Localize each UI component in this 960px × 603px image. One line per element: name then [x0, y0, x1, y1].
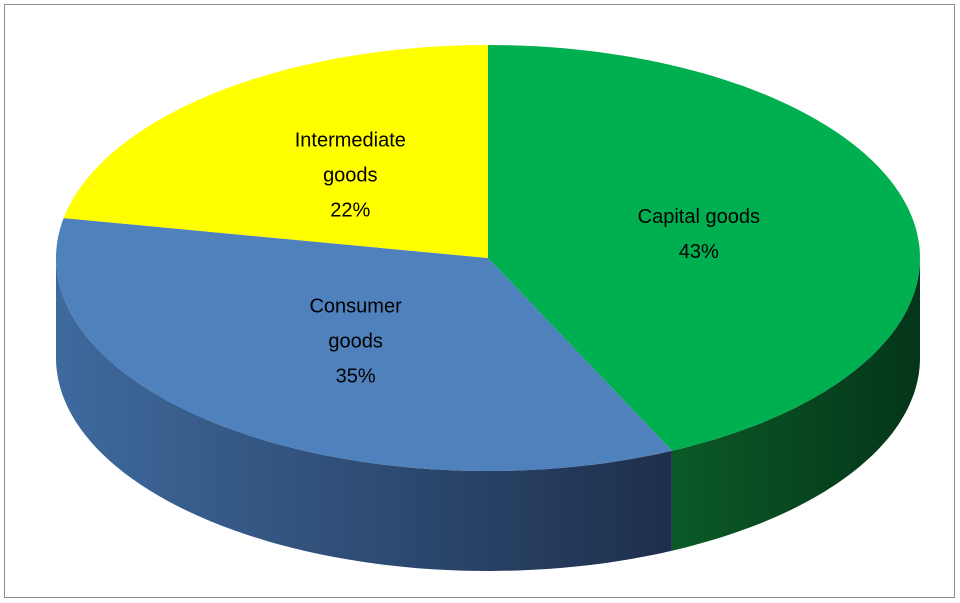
- slice-side: [671, 258, 920, 551]
- data-label: Capital goods 43%: [599, 200, 799, 270]
- slice-name: Capital goods: [637, 205, 760, 228]
- data-label: Intermediate goods 22%: [275, 123, 425, 228]
- slice-name: Consumer goods: [309, 295, 402, 353]
- slice-value: 22%: [330, 199, 371, 222]
- slice: [488, 45, 920, 451]
- slice: [63, 45, 488, 258]
- data-label: Consumer goods 35%: [281, 290, 431, 395]
- slice-value: 35%: [335, 365, 376, 388]
- slice-value: 43%: [678, 240, 719, 263]
- slice-side: [56, 258, 672, 571]
- slice-name: Intermediate goods: [294, 129, 406, 187]
- slice: [56, 218, 672, 471]
